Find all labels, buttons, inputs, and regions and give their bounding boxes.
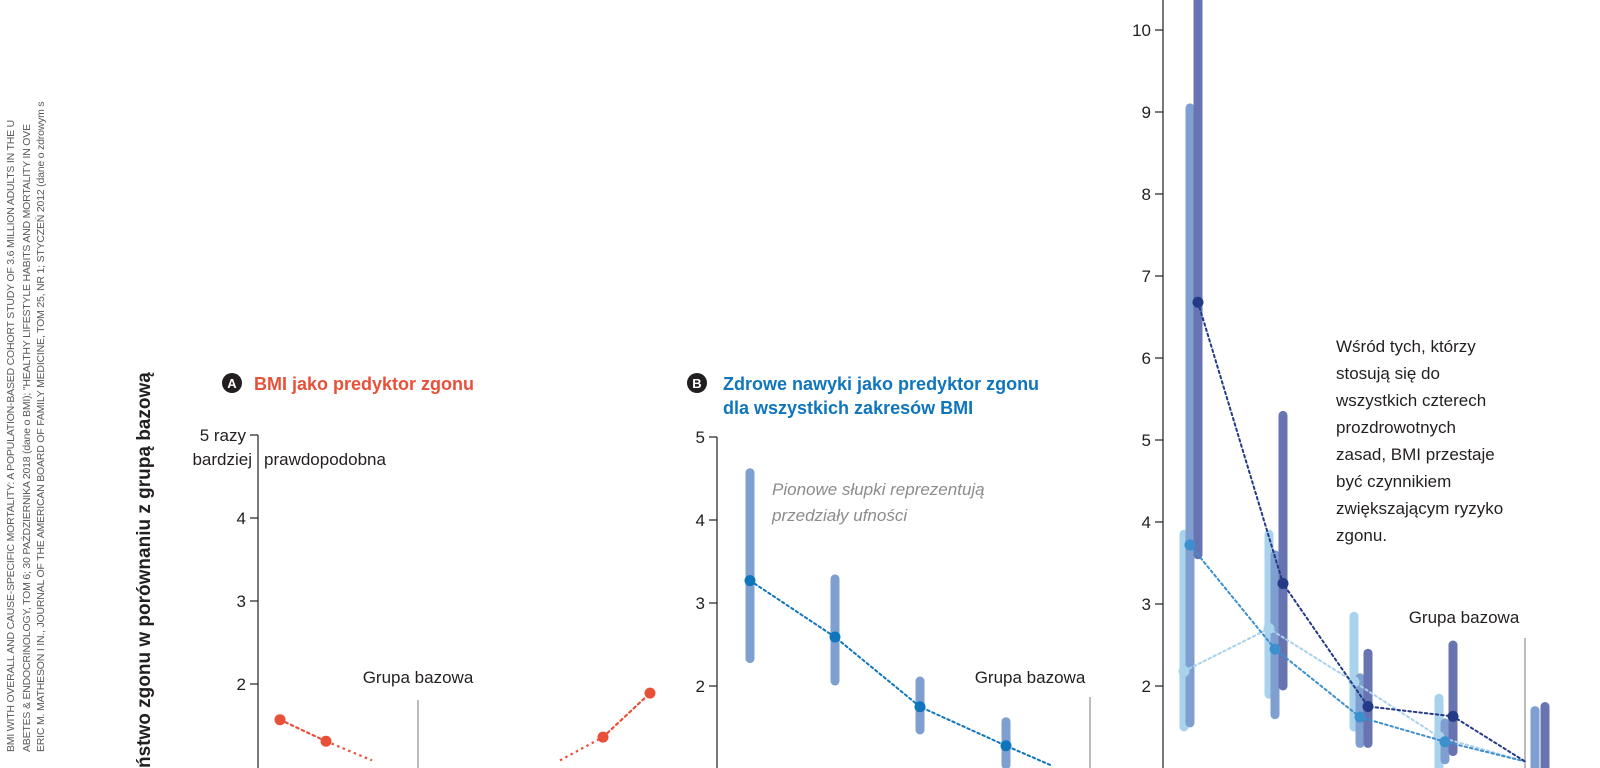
panel-c-point — [1269, 643, 1281, 655]
panel-c-point — [1447, 710, 1459, 722]
panel-c-point — [1354, 711, 1366, 723]
panel-a-badge — [222, 373, 242, 393]
source-line: ABETES & ENDOCRINOLOGY, TOM 6; 30 PAŹDZI… — [20, 124, 33, 752]
panel-c-point — [1439, 736, 1451, 748]
panel-a-tick-label: 3 — [237, 592, 246, 611]
panel-b-point — [914, 701, 926, 713]
panel-a-tick-label: 4 — [237, 509, 246, 528]
panel-c-annotation: prozdrowotnych — [1336, 418, 1456, 437]
panel-c-point — [1348, 676, 1360, 688]
panel-c-point — [1178, 665, 1190, 677]
panel-c-tick-label: 10 — [1132, 21, 1151, 40]
panel-c-point — [1362, 701, 1374, 712]
panel-a-series-line — [601, 692, 652, 739]
panel-c-tick-label: 9 — [1142, 103, 1151, 122]
panel-c-annotation: zasad, BMI przestaje — [1336, 445, 1495, 464]
panel-a-baseline-label: Grupa bazowa — [363, 668, 474, 687]
panel-b-tick-label: 2 — [696, 677, 705, 696]
panel-b-baseline-label: Grupa bazowa — [975, 668, 1086, 687]
panel-a-tick-label-cont: bardziej — [192, 450, 252, 469]
panel-b-point — [829, 631, 841, 643]
panel-a-badge-letter: A — [227, 376, 237, 391]
panel-b-badge — [687, 373, 707, 393]
panel-a-tick-label-cont: prawdopodobna — [264, 450, 386, 469]
panel-c-point — [1192, 296, 1204, 308]
panel-c-annotation: Wśród tych, którzy — [1336, 337, 1476, 356]
panel-a-series-line — [278, 718, 328, 743]
source-line: BMI WITH OVERALL AND CAUSE-SPECIFIC MORT… — [5, 120, 17, 752]
panel-c-tick-label: 5 — [1142, 431, 1151, 450]
panel-b-tick-label: 5 — [696, 428, 705, 447]
panel-a-point — [644, 687, 656, 699]
panel-c-tick-label: 4 — [1142, 513, 1151, 532]
panel-b-annotation: Pionowe słupki reprezentują — [772, 480, 985, 499]
panel-c-annotation: być czynnikiem — [1336, 472, 1451, 491]
panel-c-point — [1277, 578, 1289, 589]
panel-c-annotation: zwiększającym ryzyko — [1336, 499, 1503, 518]
panel-a-point — [274, 714, 286, 726]
panel-a-series-line — [325, 740, 373, 762]
panel-b-annotation: przedziały ufności — [771, 506, 908, 525]
panel-a-tick-label: 5 razy — [200, 426, 247, 445]
panel-c-tick-label: 2 — [1142, 677, 1151, 696]
panel-c-annotation: zgonu. — [1336, 526, 1387, 545]
panel-c-tick-label: 3 — [1142, 595, 1151, 614]
panel-b-tick-label: 4 — [696, 511, 705, 530]
panel-c-tick-label: 7 — [1142, 267, 1151, 286]
panel-c-point — [1263, 623, 1275, 635]
panel-c-annotation: stosują się do — [1336, 364, 1440, 383]
panel-a-title: BMI jako predyktor zgonu — [254, 374, 474, 394]
panel-b-title: Zdrowe nawyki jako predyktor zgonu — [723, 374, 1039, 394]
panel-c-annotation: wszystkich czterech — [1335, 391, 1486, 410]
panel-c-baseline-label: Grupa bazowa — [1409, 608, 1520, 627]
panel-b-badge-letter: B — [692, 376, 701, 391]
panel-c-point — [1184, 539, 1196, 551]
panel-b-point — [1000, 740, 1012, 752]
source-credit: BMI WITH OVERALL AND CAUSE-SPECIFIC MORT… — [5, 102, 47, 753]
panel-b-title: dla wszystkich zakresów BMI — [723, 398, 973, 418]
panel-c-tick-label: 6 — [1142, 349, 1151, 368]
panel-b-point — [744, 575, 756, 587]
panel-a-tick-label: 2 — [237, 675, 246, 694]
y-axis-label: ństwo zgonu w porównaniu z grupą bazową — [134, 372, 155, 768]
panel-c-tick-label: 8 — [1142, 185, 1151, 204]
panel-b-tick-label: 3 — [696, 594, 705, 613]
panel-a-series-line — [559, 736, 604, 762]
panel-a-point — [597, 731, 609, 743]
source-line: ERIC M. MATHESON I IN., JOURNAL OF THE A… — [34, 102, 47, 753]
